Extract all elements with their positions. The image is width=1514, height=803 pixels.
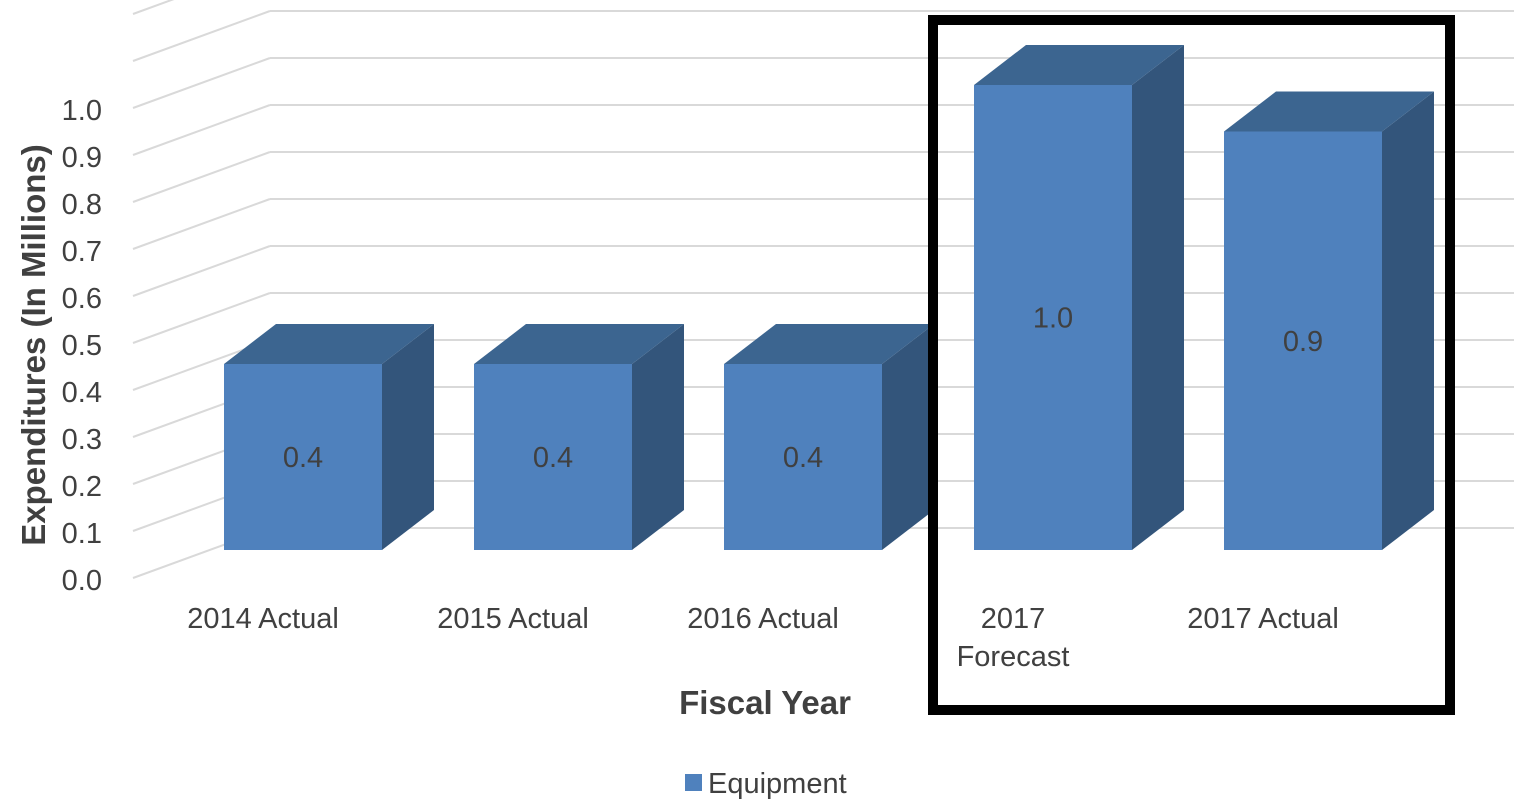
- bar-side: [1382, 91, 1434, 550]
- x-tick-label: 2017 Actual: [1187, 603, 1339, 635]
- bars: [224, 45, 1434, 550]
- y-tick-label: 0.4: [62, 377, 102, 409]
- y-tick-label: 0.8: [62, 189, 102, 221]
- highlight-box: [928, 15, 1455, 715]
- x-axis-title: Fiscal Year: [679, 684, 851, 721]
- bar-side: [382, 324, 434, 550]
- data-label: 0.4: [533, 442, 573, 474]
- bar-2014-actual: [224, 324, 434, 550]
- legend-swatch: [685, 774, 702, 791]
- x-tick-label: 2014 Actual: [187, 603, 339, 635]
- gridline-depth: [132, 0, 175, 15]
- bar-top: [724, 324, 934, 364]
- bar-top: [474, 324, 684, 364]
- data-label: 0.4: [283, 442, 323, 474]
- data-label: 0.9: [1283, 326, 1323, 358]
- bar-front: [224, 364, 382, 550]
- y-axis-title: Expenditures (In Millions): [15, 144, 52, 546]
- y-tick-label: 0.6: [62, 283, 102, 315]
- bar-2017-forecast: [974, 45, 1184, 550]
- legend-label: Equipment: [708, 768, 847, 800]
- y-tick-label: 0.7: [62, 236, 102, 268]
- bar-front: [474, 364, 632, 550]
- gridline-depth: [132, 57, 271, 109]
- x-tick-label: 2016 Actual: [687, 603, 839, 635]
- gridline-depth: [132, 151, 271, 203]
- bar-side: [1132, 45, 1184, 550]
- y-tick-label: 0.0: [62, 565, 102, 597]
- bar-top: [224, 324, 434, 364]
- x-axis-categories: 2014 Actual 2015 Actual 2016 Actual 2017 For…: [187, 603, 1339, 673]
- bar-2016-actual: [724, 324, 934, 550]
- y-tick-label: 0.9: [62, 142, 102, 174]
- bar-2017-actual: [1224, 91, 1434, 550]
- data-labels: 0.4 0.4 0.4 1.0 0.9: [283, 303, 1323, 475]
- x-tick-label: 2017: [981, 603, 1046, 635]
- bar-side: [882, 324, 934, 550]
- y-tick-label: 0.2: [62, 471, 102, 503]
- bar-side: [632, 324, 684, 550]
- bar-front: [974, 85, 1132, 550]
- gridline-depth: [132, 198, 271, 250]
- y-tick-label: 0.5: [62, 330, 102, 362]
- x-tick-label: Forecast: [957, 641, 1070, 673]
- bar-front: [1224, 131, 1382, 550]
- gridline-depth: [132, 104, 271, 156]
- bar-top: [974, 45, 1184, 85]
- gridline-depth: [132, 245, 271, 297]
- data-label: 0.4: [783, 442, 823, 474]
- data-label: 1.0: [1033, 303, 1073, 335]
- y-tick-label: 0.1: [62, 518, 102, 550]
- y-tick-label: 0.3: [62, 424, 102, 456]
- gridline-depth: [132, 292, 271, 344]
- gridline-depth: [132, 10, 271, 62]
- legend: Equipment: [685, 768, 847, 800]
- y-axis-ticks: 0.0 0.1 0.2 0.3 0.4 0.5 0.6 0.7 0.8 0.9 1.0: [62, 95, 102, 597]
- bar-front: [724, 364, 882, 550]
- x-tick-label: 2015 Actual: [437, 603, 589, 635]
- bar-top: [1224, 91, 1434, 132]
- bar-2015-actual: [474, 324, 684, 550]
- y-tick-label: 1.0: [62, 95, 102, 127]
